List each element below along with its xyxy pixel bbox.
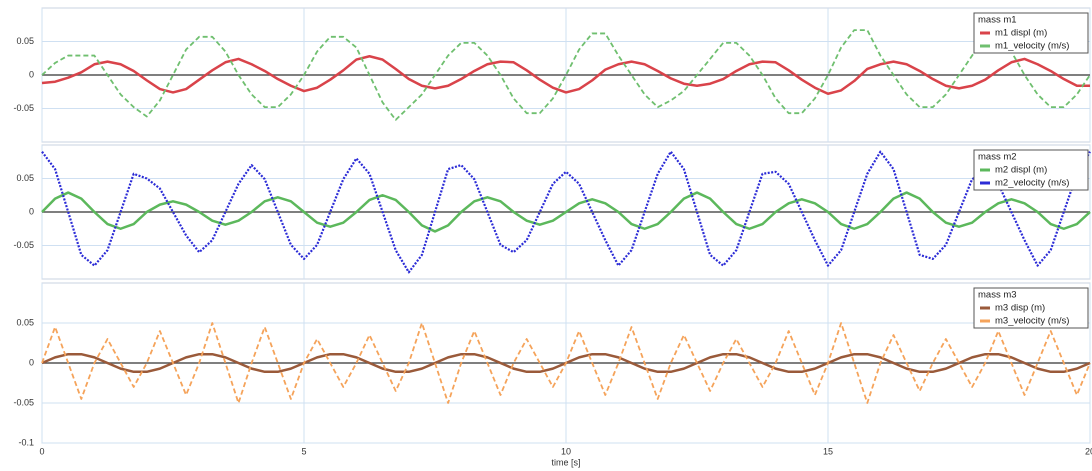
y-tick-label: -0.05	[13, 397, 34, 407]
y-tick-label: 0.05	[16, 36, 34, 46]
legend-label: m2_velocity (m/s)	[995, 178, 1069, 189]
legend-box	[973, 287, 1089, 329]
legend-box	[973, 12, 1089, 54]
series-line	[41, 29, 1091, 121]
y-tick-label: -0.1	[18, 437, 34, 447]
y-tick-label: 0	[29, 69, 34, 79]
legend-label: m3_velocity (m/s)	[995, 316, 1069, 327]
y-tick-label: 0.05	[16, 173, 34, 183]
series-line	[41, 191, 1091, 233]
legend-box	[973, 149, 1089, 191]
x-tick-label: 10	[561, 446, 571, 456]
x-tick-label: 20	[1085, 446, 1092, 456]
series-line	[41, 322, 1091, 404]
y-tick-label: -0.05	[13, 240, 34, 250]
legend-label: m2 displ (m)	[995, 165, 1047, 176]
x-tick-label: 5	[301, 446, 306, 456]
x-tick-label: 15	[823, 446, 833, 456]
series-line	[41, 54, 1090, 96]
legend-label: m3 disp (m)	[995, 303, 1045, 314]
y-tick-label: -0.05	[13, 103, 34, 113]
y-tick-label: 0	[29, 206, 34, 216]
legend-title: mass m1	[978, 15, 1017, 26]
y-tick-label: 0	[29, 357, 34, 367]
legend-label: m1_velocity (m/s)	[995, 41, 1069, 52]
x-axis-label: time [s]	[551, 457, 580, 467]
legend-title: mass m3	[978, 290, 1017, 301]
legend-title: mass m2	[978, 152, 1017, 163]
series-line	[41, 150, 1091, 274]
legend-label: m1 displ (m)	[995, 28, 1047, 39]
y-tick-label: 0.05	[16, 317, 34, 327]
x-tick-label: 0	[39, 446, 44, 456]
